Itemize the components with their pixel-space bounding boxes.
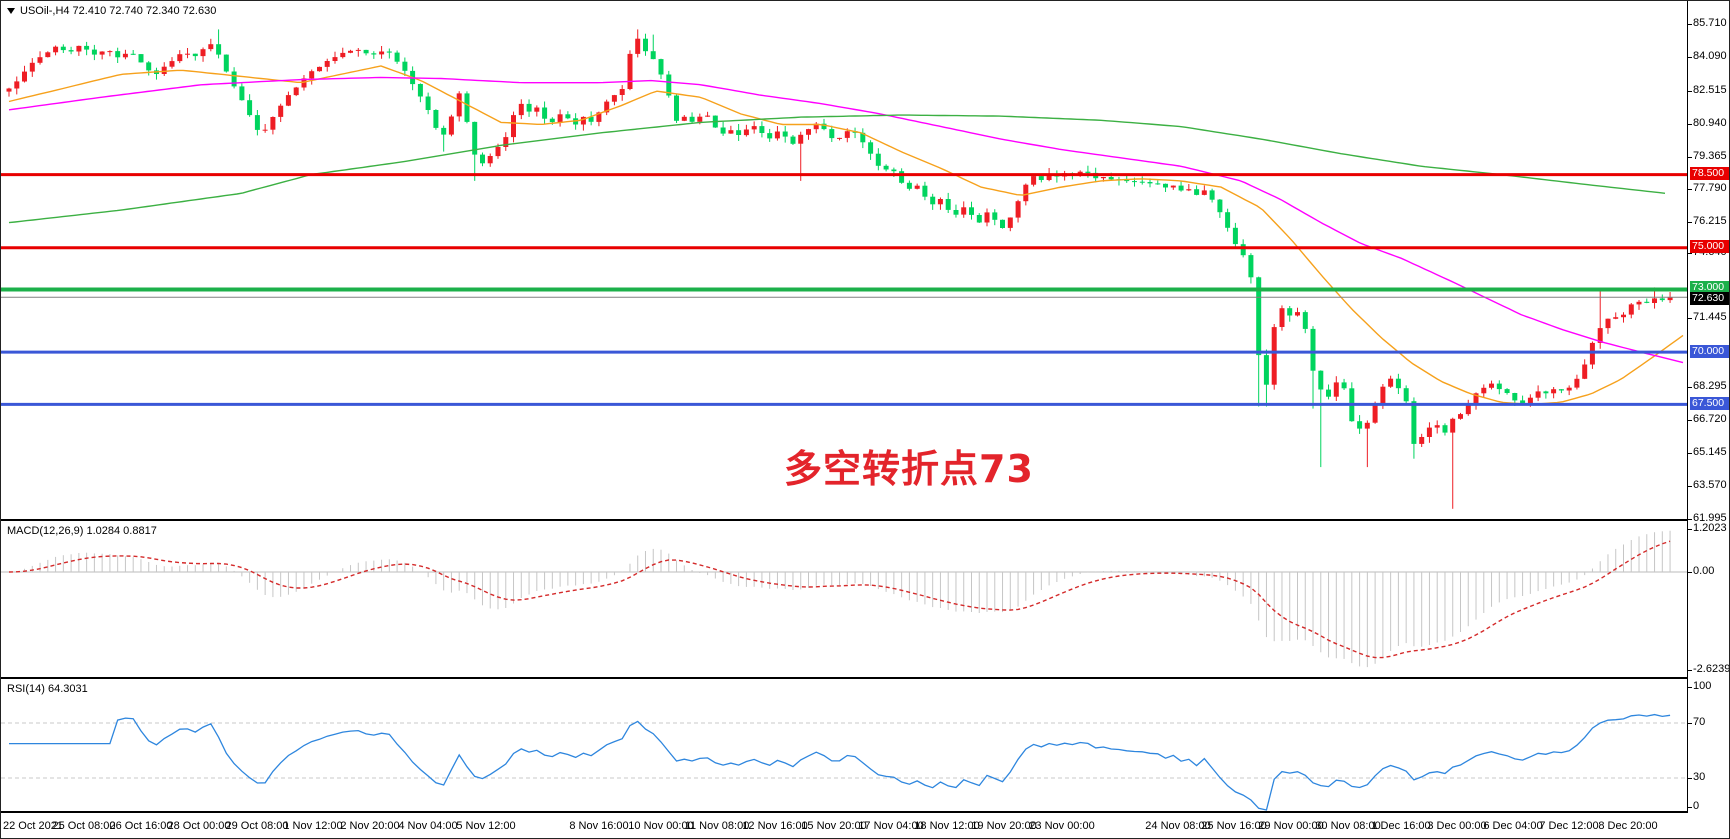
rsi-tick-label: 30 <box>1693 771 1706 783</box>
hlines-layer <box>1 173 1687 406</box>
price-tick-tick <box>1688 90 1692 92</box>
price-tick-tick <box>1688 485 1692 487</box>
chart-canvas[interactable] <box>1 1 1687 813</box>
price-tick-label: 71.445 <box>1693 311 1727 323</box>
price-tick-tick <box>1688 221 1692 223</box>
time-axis-label: 1 Dec 16:00 <box>1371 820 1431 832</box>
macd-tick-label: 0.00 <box>1693 565 1715 577</box>
macd-tick-tick <box>1688 669 1692 671</box>
time-axis-label: 25 Oct 08:00 <box>52 820 116 832</box>
time-axis-label: 5 Nov 12:00 <box>456 820 516 832</box>
price-tick-tick <box>1688 156 1692 158</box>
time-axis-label: 11 Nov 08:00 <box>684 820 750 832</box>
macd-tick-label: 1.2023 <box>1693 522 1727 534</box>
time-axis-label: 29 Nov 00:00 <box>1258 820 1324 832</box>
chart-annotation-text: 多空转折点73 <box>784 447 1034 491</box>
price-line-label-72.630: 72.630 <box>1690 292 1729 305</box>
rsi-indicator-label: RSI(14) 64.3031 <box>7 683 88 695</box>
fast-ma-orange <box>8 65 1684 405</box>
macd-rsi-separator[interactable] <box>1 677 1729 679</box>
macd-indicator-label: MACD(12,26,9) 1.0284 0.8817 <box>7 525 157 537</box>
rsi-tick-label: 100 <box>1693 680 1712 692</box>
price-axis[interactable]: 85.710 84.090 82.515 80.940 79.365 77.790 76.2… <box>1687 1 1730 813</box>
time-axis-label: 2 Nov 20:00 <box>340 820 400 832</box>
time-axis-label: 8 Dec 20:00 <box>1598 820 1658 832</box>
macd-signal-line <box>8 540 1671 659</box>
price-line-label-67.500: 67.500 <box>1690 397 1729 410</box>
main-macd-separator[interactable] <box>1 519 1729 521</box>
price-tick-tick <box>1688 317 1692 319</box>
rsi-tick-tick <box>1688 686 1692 688</box>
time-axis-label: 24 Nov 08:00 <box>1145 820 1211 832</box>
ohlc-text: USOil-,H4 72.410 72.740 72.340 72.630 <box>20 5 217 17</box>
price-tick-label: 68.295 <box>1693 380 1727 392</box>
time-axis-label: 19 Nov 20:00 <box>971 820 1037 832</box>
time-axis-label: 8 Nov 16:00 <box>569 820 629 832</box>
price-tick-tick <box>1688 452 1692 454</box>
rsi-tick-label: 0 <box>1693 800 1700 812</box>
price-tick-tick <box>1688 123 1692 125</box>
price-tick-label: 80.940 <box>1693 117 1727 129</box>
time-axis-label: 1 Nov 12:00 <box>283 820 343 832</box>
price-tick-label: 77.790 <box>1693 182 1727 194</box>
time-axis-label: 18 Nov 12:00 <box>914 820 980 832</box>
rsi-line <box>9 713 1671 811</box>
rsi-tick-tick <box>1688 722 1692 724</box>
price-tick-tick <box>1688 188 1692 190</box>
mid-ma-magenta <box>8 76 1684 364</box>
rsi-tick-tick <box>1688 777 1692 779</box>
price-tick-label: 76.215 <box>1693 215 1727 227</box>
time-axis-label: 22 Oct 2021 <box>3 820 63 832</box>
time-axis-label: 4 Nov 04:00 <box>398 820 458 832</box>
macd-tick-tick <box>1688 571 1692 573</box>
rsi-layer <box>1 713 1687 811</box>
price-tick-tick <box>1688 419 1692 421</box>
price-tick-label: 84.090 <box>1693 50 1727 62</box>
ohlc-header: USOil-,H4 72.410 72.740 72.340 72.630 <box>7 5 216 17</box>
macd-layer <box>1 530 1687 668</box>
price-tick-label: 82.515 <box>1693 84 1727 96</box>
time-axis-label: 29 Oct 08:00 <box>225 820 289 832</box>
chart-bottom-frame <box>1 811 1729 813</box>
time-axis-label: 28 Oct 00:00 <box>167 820 231 832</box>
rsi-tick-tick <box>1688 806 1692 808</box>
time-axis-label: 25 Nov 16:00 <box>1201 820 1267 832</box>
time-axis-label: 30 Nov 08:00 <box>1315 820 1381 832</box>
moving-averages-layer <box>8 65 1684 405</box>
time-axis-label: 15 Nov 20:00 <box>801 820 867 832</box>
price-tick-label: 85.710 <box>1693 17 1727 29</box>
time-axis-label: 17 Nov 04:00 <box>858 820 924 832</box>
time-axis-label: 10 Nov 00:00 <box>628 820 694 832</box>
time-axis-label: 7 Dec 12:00 <box>1539 820 1599 832</box>
price-tick-label: 66.720 <box>1693 413 1727 425</box>
price-tick-label: 65.145 <box>1693 446 1727 458</box>
rsi-tick-label: 70 <box>1693 716 1706 728</box>
time-axis[interactable]: 22 Oct 2021 25 Oct 08:00 26 Oct 16:00 28 Oc… <box>1 813 1729 838</box>
price-tick-label: 61.995 <box>1693 512 1727 524</box>
price-line-label-73.000: 73.000 <box>1690 281 1729 294</box>
candles-layer <box>6 29 1673 509</box>
price-tick-label: 79.365 <box>1693 150 1727 162</box>
price-tick-tick <box>1688 518 1692 520</box>
price-tick-tick <box>1688 56 1692 58</box>
symbol-dropdown-icon[interactable] <box>7 8 15 15</box>
price-line-label-75.000: 75.000 <box>1690 240 1729 253</box>
price-tick-tick <box>1688 23 1692 25</box>
time-axis-label: 6 Dec 04:00 <box>1483 820 1543 832</box>
price-line-label-78.500: 78.500 <box>1690 167 1729 180</box>
time-axis-label: 3 Dec 00:00 <box>1427 820 1487 832</box>
price-tick-tick <box>1688 386 1692 388</box>
macd-tick-tick <box>1688 528 1692 530</box>
time-axis-label: 12 Nov 16:00 <box>742 820 808 832</box>
time-axis-label: 23 Nov 00:00 <box>1029 820 1095 832</box>
price-line-label-70.000: 70.000 <box>1690 345 1729 358</box>
slow-ma-green <box>8 114 1666 224</box>
price-tick-label: 63.570 <box>1693 479 1727 491</box>
macd-tick-label: -2.6239 <box>1693 663 1730 675</box>
price-tick-tick <box>1688 252 1692 254</box>
time-axis-label: 26 Oct 16:00 <box>109 820 173 832</box>
